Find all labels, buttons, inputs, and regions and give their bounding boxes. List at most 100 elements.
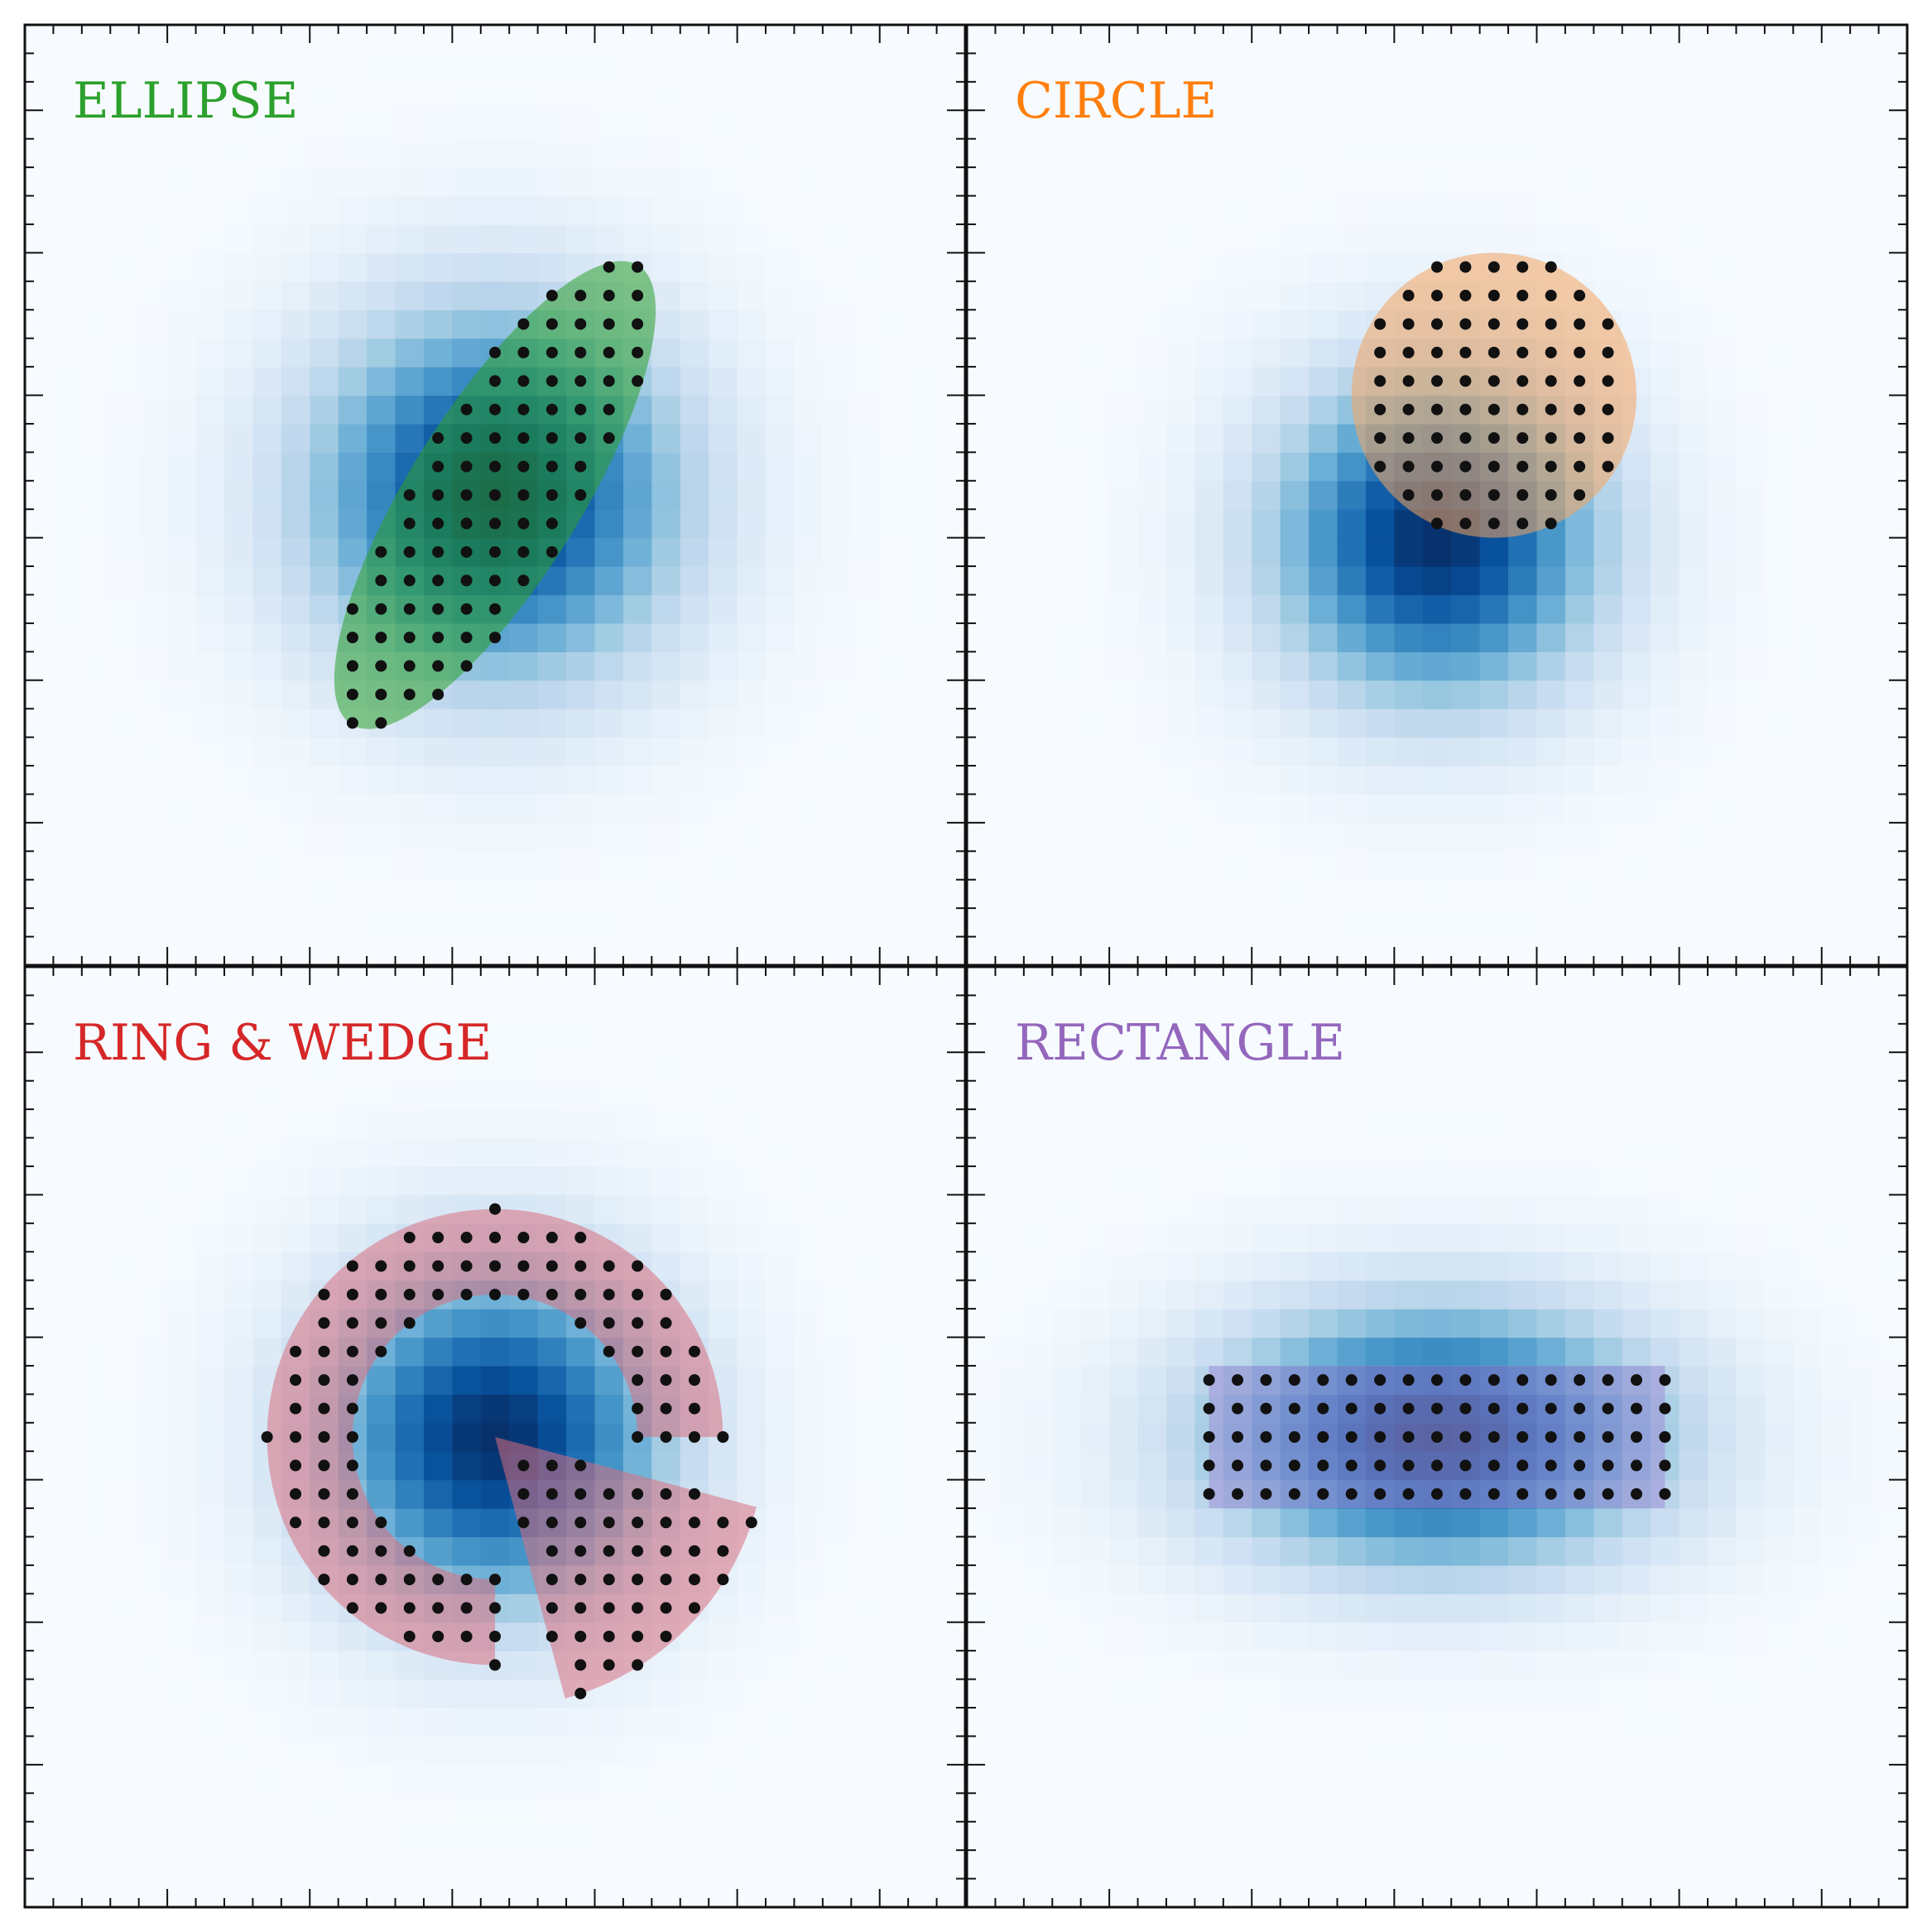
- heatmap-cell: [766, 138, 795, 168]
- heatmap-cell: [1536, 1593, 1566, 1623]
- heatmap-cell: [995, 1508, 1025, 1538]
- pixel-center-point: [1459, 261, 1472, 273]
- heatmap-cell: [1878, 936, 1908, 966]
- heatmap-cell: [1309, 1508, 1338, 1538]
- heatmap-cell: [1223, 252, 1252, 282]
- heatmap-cell: [794, 1793, 824, 1823]
- heatmap-cell: [1764, 310, 1794, 339]
- heatmap-cell: [281, 651, 310, 681]
- heatmap-cell: [452, 1793, 482, 1823]
- heatmap-cell: [1137, 936, 1167, 966]
- heatmap-cell: [1280, 766, 1310, 795]
- heatmap-cell: [1622, 1023, 1651, 1053]
- heatmap-cell: [81, 395, 111, 425]
- heatmap-cell: [566, 1165, 596, 1195]
- heatmap-cell: [766, 110, 795, 140]
- heatmap-cell: [1422, 1109, 1452, 1139]
- heatmap-cell: [223, 423, 253, 453]
- heatmap-cell: [1679, 509, 1709, 539]
- heatmap-cell: [1109, 594, 1139, 624]
- heatmap-cell: [651, 1080, 681, 1110]
- heatmap-cell: [1679, 367, 1709, 396]
- heatmap-cell: [1708, 1593, 1737, 1623]
- heatmap-cell: [1052, 1052, 1082, 1082]
- heatmap-cell: [566, 594, 596, 624]
- heatmap-cell: [651, 1878, 681, 1908]
- heatmap-cell: [81, 822, 111, 852]
- pixel-center-point: [489, 1203, 501, 1215]
- heatmap-cell: [709, 1223, 738, 1252]
- heatmap-cell: [423, 1422, 453, 1452]
- heatmap-cell: [423, 1479, 453, 1509]
- heatmap-cell: [53, 195, 83, 225]
- heatmap-cell: [138, 794, 168, 824]
- heatmap-cell: [1821, 367, 1851, 396]
- heatmap-cell: [794, 223, 824, 253]
- heatmap-cell: [1764, 1280, 1794, 1310]
- heatmap-cell: [737, 1194, 767, 1224]
- heatmap-cell: [680, 1708, 709, 1737]
- heatmap-cell: [1337, 537, 1367, 567]
- heatmap-cell: [110, 1137, 140, 1167]
- heatmap-cell: [167, 1309, 197, 1338]
- heatmap-cell: [1536, 1508, 1566, 1538]
- heatmap-cell: [967, 622, 997, 652]
- heatmap-cell: [509, 1309, 539, 1338]
- heatmap-cell: [395, 81, 425, 111]
- heatmap-cell: [936, 395, 966, 425]
- heatmap-cell: [1679, 1764, 1709, 1794]
- heatmap-cell: [594, 509, 624, 539]
- heatmap-cell: [651, 566, 681, 596]
- heatmap-cell: [1622, 452, 1651, 482]
- heatmap-cell: [1165, 1309, 1195, 1338]
- heatmap-cell: [1223, 908, 1252, 938]
- heatmap-cell: [995, 1337, 1025, 1367]
- heatmap-cell: [622, 908, 652, 938]
- heatmap-cell: [310, 1593, 339, 1623]
- heatmap-cell: [110, 1593, 140, 1623]
- heatmap-cell: [1651, 195, 1680, 225]
- heatmap-cell: [110, 1451, 140, 1481]
- heatmap-cell: [1252, 709, 1281, 738]
- heatmap-cell: [310, 594, 339, 624]
- heatmap-cell: [395, 967, 425, 997]
- pixel-center-point: [517, 1459, 530, 1472]
- heatmap-cell: [53, 879, 83, 909]
- heatmap-cell: [1564, 195, 1594, 225]
- heatmap-cell: [1194, 594, 1224, 624]
- heatmap-cell: [395, 1080, 425, 1110]
- heatmap-cell: [195, 1708, 225, 1737]
- heatmap-cell: [1023, 1365, 1053, 1395]
- heatmap-cell: [1080, 995, 1110, 1025]
- heatmap-cell: [1109, 1593, 1139, 1623]
- heatmap-cell: [1679, 1536, 1709, 1566]
- heatmap-cell: [822, 1536, 852, 1566]
- heatmap-cell: [1109, 310, 1139, 339]
- heatmap-cell: [1479, 1223, 1509, 1252]
- heatmap-cell: [1309, 936, 1338, 966]
- heatmap-cell: [1793, 53, 1823, 83]
- heatmap-cell: [1252, 737, 1281, 767]
- heatmap-cell: [1052, 737, 1082, 767]
- heatmap-cell: [1479, 167, 1509, 197]
- heatmap-cell: [1223, 223, 1252, 253]
- heatmap-cell: [1764, 281, 1794, 310]
- heatmap-cell: [1793, 509, 1823, 539]
- heatmap-cell: [1622, 110, 1651, 140]
- heatmap-cell: [1109, 1223, 1139, 1252]
- heatmap-cell: [110, 709, 140, 738]
- heatmap-cell: [1451, 1564, 1481, 1594]
- pixel-center-point: [346, 1545, 358, 1557]
- heatmap-cell: [81, 537, 111, 567]
- heatmap-cell: [252, 25, 282, 55]
- heatmap-cell: [138, 452, 168, 482]
- heatmap-cell: [452, 680, 482, 709]
- heatmap-cell: [1109, 1793, 1139, 1823]
- heatmap-cell: [281, 680, 310, 709]
- heatmap-cell: [995, 737, 1025, 767]
- pixel-center-point: [717, 1431, 729, 1443]
- heatmap-cell: [1564, 1109, 1594, 1139]
- heatmap-cell: [908, 822, 938, 852]
- heatmap-cell: [879, 110, 909, 140]
- heatmap-cell: [1052, 680, 1082, 709]
